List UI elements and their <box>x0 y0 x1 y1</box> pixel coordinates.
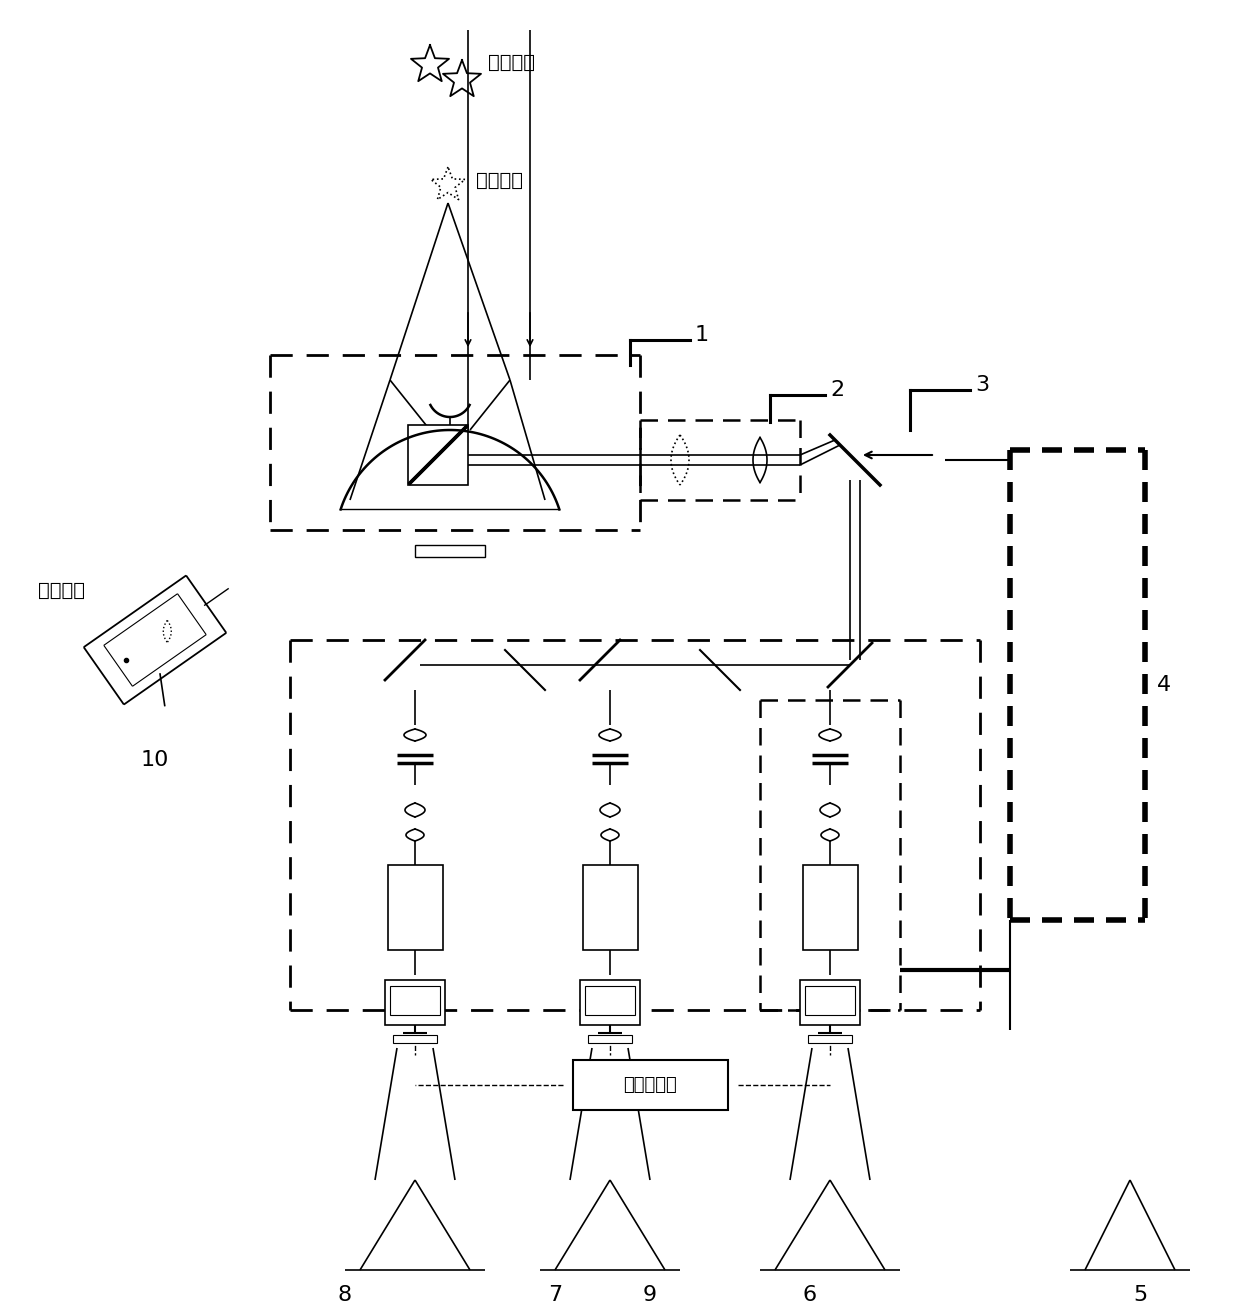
Text: 8: 8 <box>339 1284 352 1305</box>
Bar <box>588 1034 632 1044</box>
Bar <box>391 986 440 1015</box>
Text: 人造信标: 人造信标 <box>476 171 523 190</box>
Text: 2: 2 <box>830 380 844 400</box>
Text: 双星系统: 双星系统 <box>489 53 534 71</box>
Text: 信号发生器: 信号发生器 <box>624 1076 677 1094</box>
Bar <box>408 425 467 486</box>
Bar <box>573 1059 728 1109</box>
Text: 9: 9 <box>642 1284 657 1305</box>
Bar <box>583 865 637 950</box>
Bar <box>387 865 443 950</box>
Text: 10: 10 <box>141 750 169 770</box>
Text: 3: 3 <box>975 375 990 395</box>
Text: 4: 4 <box>1157 675 1171 695</box>
Bar <box>585 986 635 1015</box>
Text: 信标激光: 信标激光 <box>38 580 86 600</box>
Text: 6: 6 <box>804 1284 817 1305</box>
Bar <box>580 980 640 1025</box>
Bar <box>393 1034 436 1044</box>
Text: 1: 1 <box>694 325 709 345</box>
Bar <box>384 980 445 1025</box>
Text: 7: 7 <box>548 1284 562 1305</box>
Bar <box>802 865 858 950</box>
Bar <box>800 980 861 1025</box>
Bar <box>805 986 856 1015</box>
Text: 5: 5 <box>1133 1284 1147 1305</box>
Bar <box>415 545 485 557</box>
Bar <box>808 1034 852 1044</box>
